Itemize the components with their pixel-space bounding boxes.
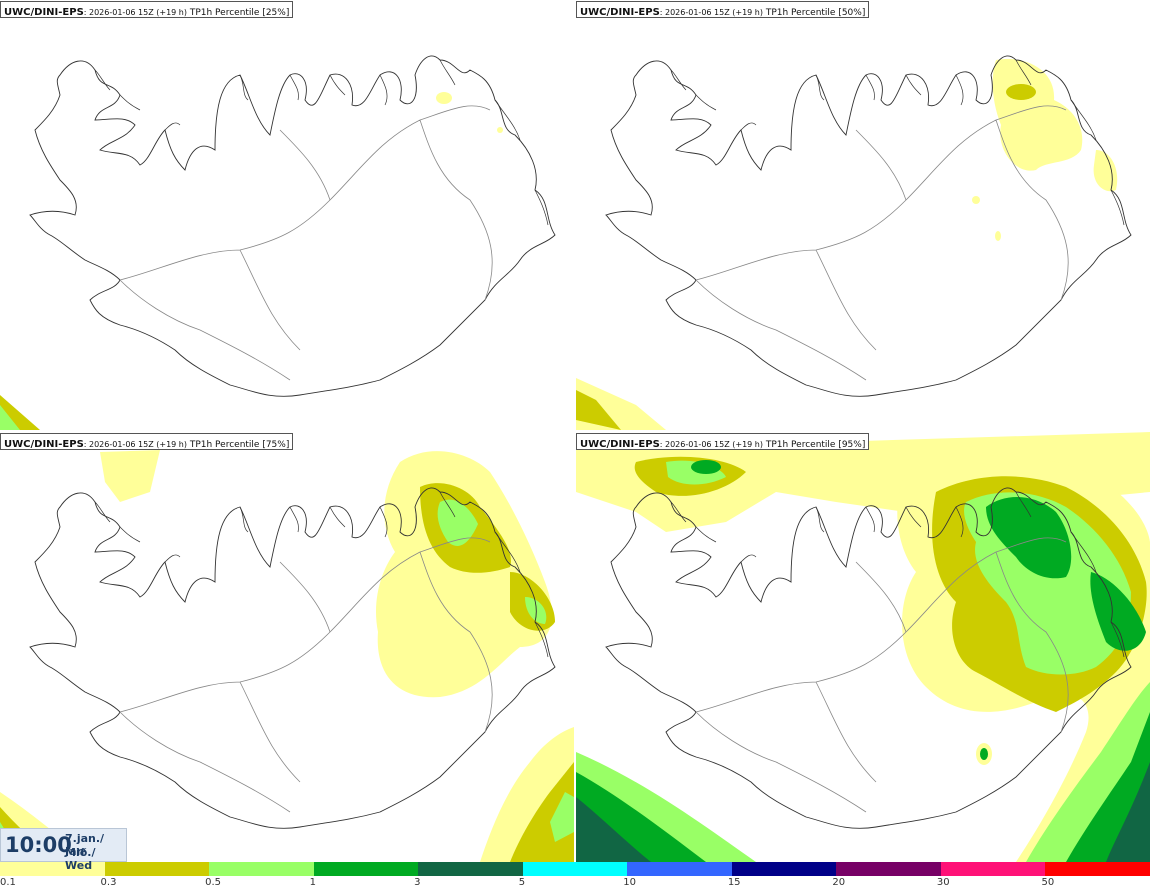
legend-label: 20 <box>832 877 846 888</box>
road-network <box>119 105 493 381</box>
map-panel-p95: UWC/DINI-EPS: 2026-01-06 15Z (+19 h) TP1… <box>576 432 1150 862</box>
precip-fields <box>576 59 1118 430</box>
run-info: : 2026-01-06 15Z (+19 h) <box>83 440 187 449</box>
panel-title: UWC/DINI-EPS: 2026-01-06 15Z (+19 h) TP1… <box>0 433 294 450</box>
panel-title: UWC/DINI-EPS: 2026-01-06 15Z (+19 h) TP1… <box>576 1 870 18</box>
legend-color-3 <box>313 862 420 876</box>
legend-label: 0.5 <box>205 877 221 888</box>
model-name: UWC/DINI-EPS <box>4 7 84 18</box>
legend-label: 0.3 <box>100 877 117 888</box>
legend-color-9 <box>940 862 1047 876</box>
parameter-label: TP1h Percentile [75%] <box>186 440 290 450</box>
legend-label: 10 <box>623 877 636 888</box>
legend-color-7 <box>731 862 838 876</box>
run-info: : 2026-01-06 15Z (+19 h) <box>659 8 763 17</box>
legend-color-0 <box>0 862 106 876</box>
precip-fields <box>0 450 574 862</box>
road-network <box>695 537 1069 813</box>
valid-time-box: 10:00 7.jan./ Jan Mið./ Wed <box>0 828 127 872</box>
precip-fields <box>576 432 1150 862</box>
legend-color-10 <box>1045 862 1150 876</box>
model-name: UWC/DINI-EPS <box>4 439 84 450</box>
valid-date-line1: 7.jan./ Jan <box>65 832 105 858</box>
legend-label: 50 <box>1041 877 1055 888</box>
parameter-label: TP1h Percentile [95%] <box>762 440 866 450</box>
map-panel-p75: UWC/DINI-EPS: 2026-01-06 15Z (+19 h) TP1… <box>0 432 574 862</box>
panel-divider <box>574 0 576 862</box>
map-panel-p50: UWC/DINI-EPS: 2026-01-06 15Z (+19 h) TP1… <box>576 0 1150 430</box>
model-name: UWC/DINI-EPS <box>580 439 660 450</box>
map-panel-p25: UWC/DINI-EPS: 2026-01-06 15Z (+19 h) TP1… <box>0 0 574 430</box>
legend-color-4 <box>418 862 524 876</box>
valid-time: 10:00 <box>5 833 72 857</box>
legend-color-5 <box>522 862 629 876</box>
legend-label: 0.1 <box>0 877 16 888</box>
valid-date-line2: Mið./ Wed <box>65 846 96 872</box>
legend-label: 5 <box>518 877 526 888</box>
legend-label: 15 <box>727 877 741 888</box>
legend-color-2 <box>209 862 315 876</box>
parameter-label: TP1h Percentile [25%] <box>186 8 290 18</box>
precipitation-map <box>0 450 574 862</box>
legend-color-8 <box>836 862 942 876</box>
precipitation-map <box>0 55 556 430</box>
run-info: : 2026-01-06 15Z (+19 h) <box>83 8 187 17</box>
legend-label: 1 <box>309 877 316 888</box>
panel-title: UWC/DINI-EPS: 2026-01-06 15Z (+19 h) TP1… <box>0 1 294 18</box>
precip-fields <box>0 92 503 430</box>
legend-color-1 <box>104 862 211 876</box>
parameter-label: TP1h Percentile [50%] <box>762 8 866 18</box>
panel-title: UWC/DINI-EPS: 2026-01-06 15Z (+19 h) TP1… <box>576 433 870 450</box>
road-network <box>695 105 1069 381</box>
road-network <box>119 537 493 813</box>
legend-label: 3 <box>414 877 421 888</box>
precipitation-map <box>576 432 1150 862</box>
legend-label: 30 <box>936 877 950 888</box>
legend-color-6 <box>627 862 733 876</box>
precipitation-map <box>576 55 1132 430</box>
precip-legend: 0.1 0.3 0.5 1 3 5 10 15 20 30 50 <box>0 862 1150 891</box>
model-name: UWC/DINI-EPS <box>580 7 660 18</box>
run-info: : 2026-01-06 15Z (+19 h) <box>659 440 763 449</box>
